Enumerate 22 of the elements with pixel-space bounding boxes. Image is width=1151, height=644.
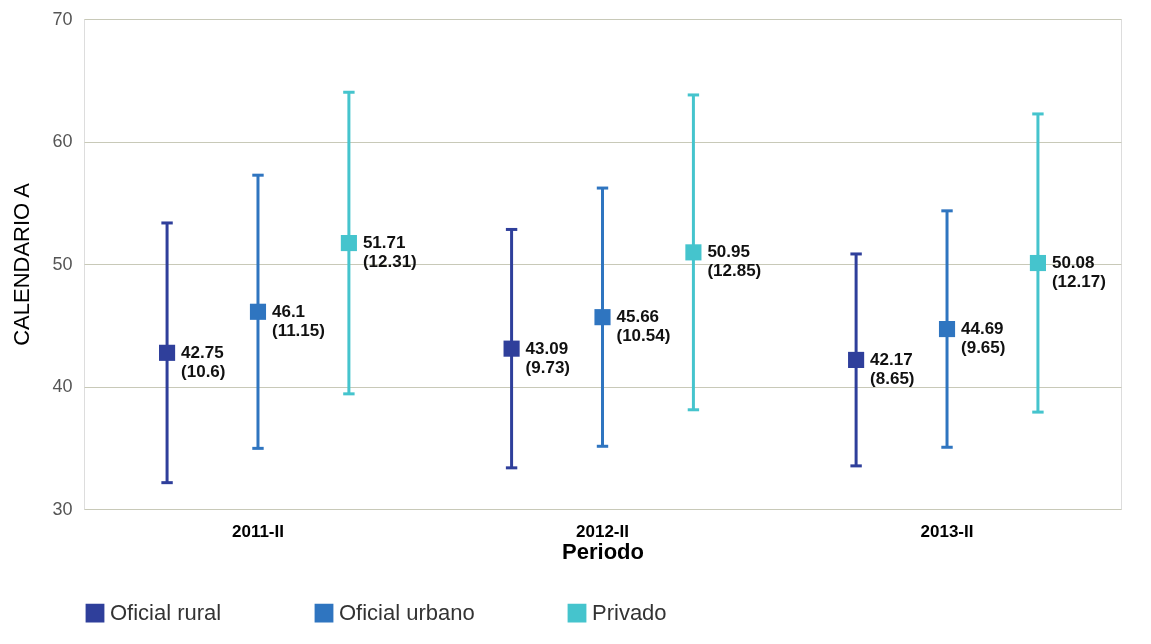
x-tick-label: 2012-II bbox=[576, 521, 629, 541]
data-label: 42.75 (10.6) bbox=[181, 342, 226, 381]
legend-label: Oficial urbano bbox=[339, 600, 475, 626]
y-tick-label: 70 bbox=[52, 8, 73, 29]
data-label: 42.17 (8.65) bbox=[870, 349, 915, 388]
data-label: 45.66 (10.54) bbox=[616, 307, 671, 346]
x-tick-label: 2011-II bbox=[231, 521, 284, 541]
legend-label: Privado bbox=[592, 600, 667, 626]
data-label: 44.69 (9.65) bbox=[961, 319, 1006, 358]
y-tick-label: 30 bbox=[52, 498, 73, 519]
y-tick-label: 50 bbox=[52, 253, 73, 274]
data-label: 43.09 (9.73) bbox=[525, 338, 571, 377]
data-label: 50.95 (12.85) bbox=[707, 242, 762, 281]
y-tick-label: 60 bbox=[52, 131, 73, 151]
data-label: 51.71 (12.31) bbox=[362, 233, 417, 272]
y-tick-label: 40 bbox=[52, 376, 73, 396]
legend-label: Oficial rural bbox=[110, 600, 222, 626]
x-axis-title: Periodo bbox=[562, 538, 644, 564]
x-tick-label: 2013-II bbox=[920, 521, 974, 541]
data-label: 46.1 (11.15) bbox=[271, 301, 325, 340]
y-axis-title: CALENDARIO A bbox=[9, 182, 35, 346]
data-label: 50.08 (12.17) bbox=[1051, 253, 1106, 292]
